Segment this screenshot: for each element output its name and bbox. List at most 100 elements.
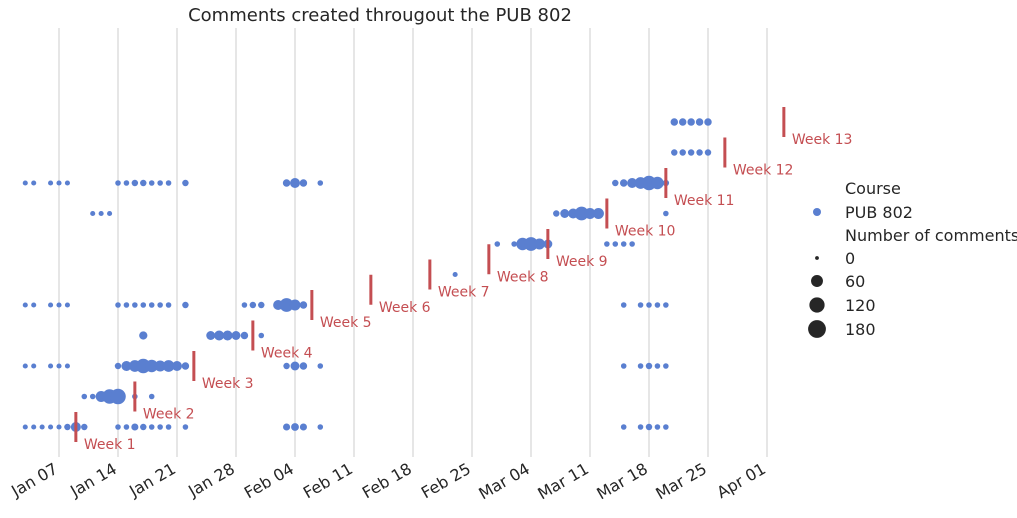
data-point xyxy=(139,331,148,340)
week-marker-label: Week 2 xyxy=(143,407,195,423)
data-point xyxy=(619,179,628,187)
data-point xyxy=(115,302,121,308)
legend-course-title: Course xyxy=(845,179,901,198)
data-point xyxy=(231,331,241,340)
data-point xyxy=(157,424,163,430)
data-point xyxy=(56,302,62,308)
data-point xyxy=(620,363,627,369)
data-point xyxy=(620,241,627,247)
data-point xyxy=(140,423,147,431)
grid-lines xyxy=(58,28,768,457)
data-point xyxy=(533,238,545,250)
data-point xyxy=(695,118,704,126)
data-point xyxy=(663,302,669,308)
data-point xyxy=(48,424,54,430)
data-point xyxy=(452,271,458,278)
legend-size-label: 0 xyxy=(845,249,855,268)
week-marker-label: Week 9 xyxy=(556,254,608,270)
week-marker-label: Week 3 xyxy=(202,376,254,392)
data-point xyxy=(81,423,88,431)
legend-course-label: PUB 802 xyxy=(845,203,913,222)
x-tick-label: Mar 04 xyxy=(475,459,533,503)
data-point xyxy=(687,149,695,156)
week-markers: Week 1 Week 2 Week 3 Week 4 Week 5 Week 6 Week… xyxy=(74,107,852,453)
legend-course-marker xyxy=(813,208,821,216)
x-tick-label: Jan 14 xyxy=(66,459,120,501)
data-point xyxy=(140,179,147,187)
x-tick-label: Feb 18 xyxy=(359,459,415,502)
data-point xyxy=(121,360,132,372)
data-point xyxy=(22,302,28,308)
data-point xyxy=(64,363,70,369)
data-point xyxy=(222,330,233,341)
legend-size-marker xyxy=(815,256,819,260)
data-point xyxy=(132,302,138,308)
legend: Course PUB 802 Number of comments 0 60 120… xyxy=(808,179,1017,339)
data-point xyxy=(299,179,308,187)
data-point xyxy=(31,302,37,308)
data-point xyxy=(687,118,695,126)
data-point xyxy=(148,180,155,186)
data-point xyxy=(282,179,291,187)
data-point xyxy=(283,423,291,431)
data-point xyxy=(249,301,257,309)
week-marker-label: Week 12 xyxy=(733,163,794,179)
data-point xyxy=(182,424,189,430)
legend-size-marker xyxy=(808,320,826,338)
data-point xyxy=(654,424,661,430)
x-tick-label: Jan 28 xyxy=(184,459,238,501)
data-point xyxy=(289,299,301,311)
data-point xyxy=(98,210,104,217)
data-point xyxy=(48,302,54,308)
data-point xyxy=(494,241,501,247)
data-point xyxy=(165,424,172,430)
data-point xyxy=(123,302,130,308)
legend-size-marker xyxy=(811,275,823,287)
data-point xyxy=(620,424,627,430)
data-point xyxy=(114,362,122,370)
legend-size-marker xyxy=(809,297,825,313)
data-point xyxy=(171,360,183,372)
data-point xyxy=(115,424,121,430)
data-point xyxy=(290,361,300,371)
data-point xyxy=(148,393,155,400)
data-point xyxy=(145,359,158,373)
data-point xyxy=(64,180,70,186)
data-point xyxy=(637,363,644,369)
data-point xyxy=(317,180,324,186)
data-point xyxy=(48,180,54,186)
data-point xyxy=(31,363,37,369)
legend-size-title: Number of comments xyxy=(845,226,1017,245)
data-point xyxy=(148,424,155,430)
week-marker-label: Week 1 xyxy=(84,437,136,453)
data-point xyxy=(560,209,570,218)
week-marker-label: Week 8 xyxy=(497,269,549,285)
week-marker-label: Week 7 xyxy=(438,285,490,301)
data-point xyxy=(258,301,265,309)
x-tick-label: Mar 25 xyxy=(652,459,710,503)
data-point xyxy=(299,301,308,309)
data-point xyxy=(291,423,299,431)
data-point xyxy=(663,363,669,369)
data-point xyxy=(56,180,62,186)
data-point xyxy=(148,302,155,308)
data-point xyxy=(289,177,301,189)
data-point xyxy=(165,180,172,186)
data-point xyxy=(240,331,249,340)
data-point xyxy=(165,302,172,308)
week-marker-label: Week 5 xyxy=(320,315,372,331)
data-point xyxy=(604,241,610,247)
data-point xyxy=(56,424,62,430)
data-point xyxy=(48,363,54,369)
data-point xyxy=(31,424,37,430)
data-point xyxy=(22,180,28,186)
week-marker-label: Week 4 xyxy=(261,346,313,362)
data-point xyxy=(317,424,324,430)
data-point xyxy=(299,362,308,370)
data-point xyxy=(645,362,653,370)
data-point xyxy=(620,302,627,308)
data-point xyxy=(524,237,538,251)
data-point xyxy=(39,424,45,430)
data-point xyxy=(31,180,37,186)
